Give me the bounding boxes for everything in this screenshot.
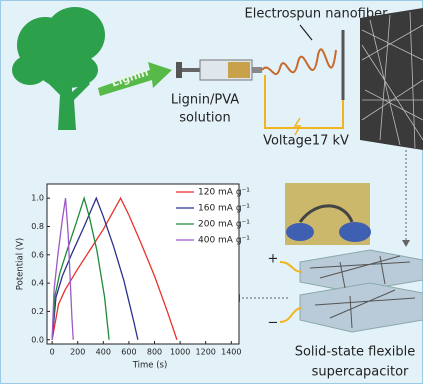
legend-label: 400 mA g⁻¹ — [198, 236, 250, 246]
x-tick-label: 600 — [121, 348, 136, 357]
y-tick-label: 0.0 — [31, 335, 44, 344]
voltage-label: Voltage17 kV — [263, 134, 349, 149]
device-label: supercapacitor — [312, 365, 409, 380]
x-tick-label: 0 — [50, 348, 55, 357]
y-tick-label: 0.6 — [31, 250, 44, 259]
y-tick-label: 0.4 — [31, 279, 44, 288]
sem-image — [360, 8, 423, 150]
device-label: Solid-state flexible — [295, 345, 416, 360]
solution-label: solution — [179, 111, 230, 126]
y-tick-label: 0.2 — [31, 307, 44, 316]
legend-label: 200 mA g⁻¹ — [198, 220, 250, 230]
x-tick-label: 200 — [70, 348, 85, 357]
solution-label: Lignin/PVA — [171, 93, 239, 108]
x-tick-label: 400 — [96, 348, 111, 357]
device-photo — [285, 183, 371, 245]
x-tick-label: 1200 — [196, 348, 216, 357]
x-tick-label: 800 — [147, 348, 162, 357]
chart: Time (s) Potential (V) 0.0 0.2 0.4 0.6 0.8 1.… — [16, 184, 251, 371]
y-tick-label: 0.8 — [31, 222, 44, 231]
plus-label: + — [268, 252, 279, 267]
y-axis-label: Potential (V) — [16, 238, 26, 290]
x-tick-label: 1400 — [221, 348, 241, 357]
legend-label: 120 mA g⁻¹ — [198, 188, 250, 198]
legend-label: 160 mA g⁻¹ — [198, 204, 250, 214]
minus-label: − — [268, 316, 279, 331]
x-axis-label: Time (s) — [132, 361, 168, 371]
x-tick-label: 1000 — [170, 348, 190, 357]
y-tick-label: 1.0 — [31, 194, 44, 203]
graphical-abstract: Lignin Lignin/PVA solution Electrospun n… — [0, 0, 423, 384]
